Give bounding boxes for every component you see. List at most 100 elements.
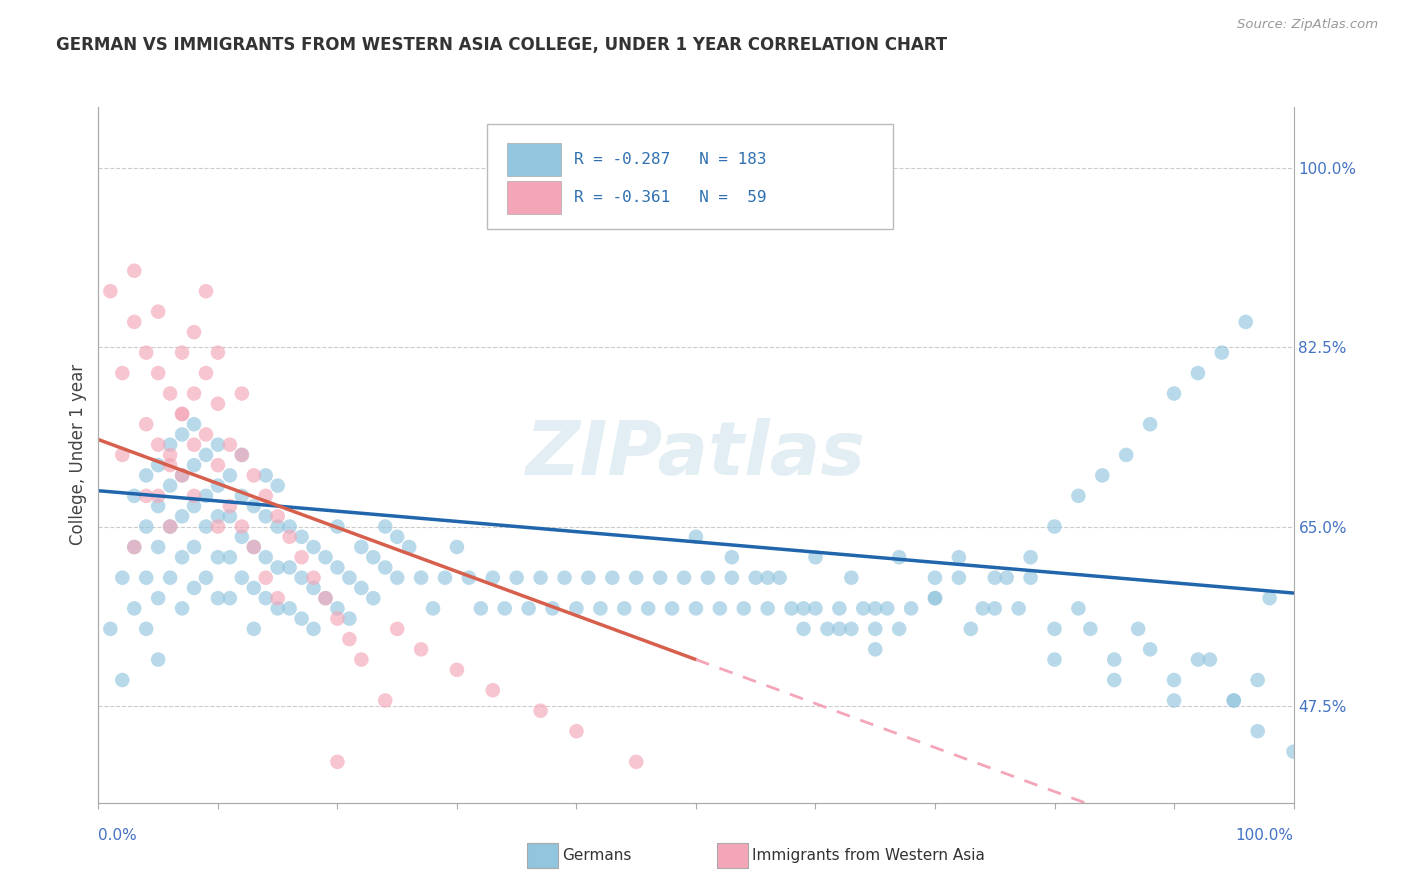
Point (231, 530, 253, 544)
Text: 0.0%: 0.0% (98, 829, 138, 843)
Point (254, 550, 277, 565)
Point (422, 601, 444, 615)
Point (385, 530, 409, 544)
Point (433, 571, 456, 585)
Point (231, 448, 253, 462)
Point (339, 632, 360, 646)
Point (172, 407, 194, 421)
Point (602, 571, 624, 585)
Point (1211, 345, 1233, 359)
Point (148, 458, 170, 472)
Point (470, 601, 492, 615)
Point (326, 612, 349, 626)
Point (219, 468, 242, 483)
Text: GERMAN VS IMMIGRANTS FROM WESTERN ASIA COLLEGE, UNDER 1 YEAR CORRELATION CHART: GERMAN VS IMMIGRANTS FROM WESTERN ASIA C… (56, 36, 948, 54)
Bar (508, 181, 561, 214)
Point (1019, 571, 1042, 585)
Point (267, 519, 290, 533)
Point (194, 448, 218, 462)
Point (756, 571, 779, 585)
Point (1007, 601, 1029, 615)
Point (804, 550, 827, 565)
Point (721, 571, 744, 585)
Point (243, 468, 266, 483)
Point (1222, 693, 1246, 707)
Point (648, 571, 672, 585)
Point (852, 601, 875, 615)
Point (148, 304, 170, 318)
Y-axis label: College, Under 1 year: College, Under 1 year (69, 364, 87, 546)
Point (924, 591, 946, 606)
Point (207, 591, 229, 606)
Point (1067, 489, 1090, 503)
Point (374, 693, 396, 707)
Point (278, 560, 301, 574)
Point (673, 571, 696, 585)
Point (254, 489, 277, 503)
Point (254, 468, 277, 483)
Point (111, 673, 134, 687)
Point (863, 642, 887, 657)
Point (135, 468, 157, 483)
Point (111, 448, 134, 462)
Point (194, 366, 218, 380)
Point (124, 601, 146, 615)
Point (315, 550, 337, 565)
Point (135, 571, 157, 585)
Point (207, 478, 229, 492)
Point (793, 601, 815, 615)
Point (565, 601, 588, 615)
Point (243, 499, 266, 513)
Point (148, 591, 170, 606)
Point (194, 571, 218, 585)
Point (183, 499, 205, 513)
Point (709, 601, 731, 615)
Point (183, 489, 205, 503)
Point (685, 530, 707, 544)
Point (363, 550, 385, 565)
Point (207, 519, 229, 533)
Point (541, 601, 564, 615)
Point (124, 315, 146, 329)
Point (219, 438, 242, 452)
Text: ZIPatlas: ZIPatlas (526, 418, 866, 491)
Point (1163, 673, 1185, 687)
Point (626, 571, 648, 585)
FancyBboxPatch shape (486, 124, 893, 229)
Point (780, 601, 803, 615)
Point (529, 704, 551, 718)
Point (291, 550, 314, 565)
Point (231, 571, 253, 585)
Point (172, 601, 194, 615)
Point (267, 591, 290, 606)
Point (231, 448, 253, 462)
Point (302, 581, 325, 595)
Text: R = -0.287   N = 183: R = -0.287 N = 183 (574, 152, 766, 167)
Point (863, 622, 887, 636)
Point (159, 386, 181, 401)
Point (278, 601, 301, 615)
Point (159, 571, 181, 585)
Point (924, 591, 946, 606)
Point (124, 540, 146, 554)
Point (350, 540, 373, 554)
Point (350, 581, 373, 595)
Point (243, 622, 266, 636)
Point (1258, 591, 1281, 606)
Point (243, 540, 266, 554)
Point (863, 601, 887, 615)
Point (984, 571, 1007, 585)
Point (172, 468, 194, 483)
Point (172, 407, 194, 421)
Bar (717, 843, 748, 868)
Point (291, 571, 314, 585)
Point (124, 489, 146, 503)
Point (374, 519, 396, 533)
Point (828, 622, 851, 636)
Point (291, 530, 314, 544)
Point (1163, 693, 1185, 707)
Point (124, 264, 146, 278)
Point (1067, 601, 1090, 615)
Point (948, 550, 970, 565)
Point (815, 622, 838, 636)
